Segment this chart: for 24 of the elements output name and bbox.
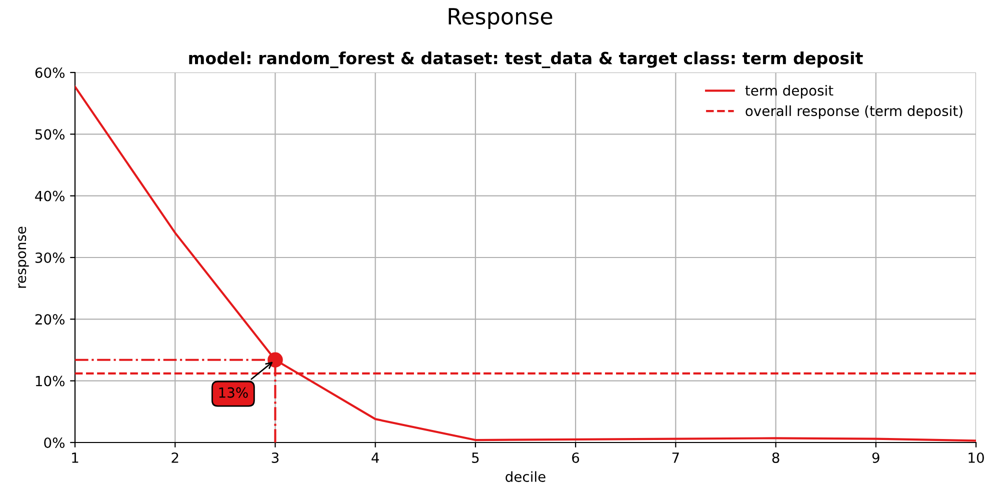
x-axis-title: decile — [506, 471, 546, 482]
legend-label: overall response (term deposit) — [746, 105, 962, 119]
y-tick-label: 30% — [35, 252, 65, 263]
y-tick-label: 20% — [35, 314, 65, 325]
y-axis-title: response — [18, 226, 29, 288]
x-tick-label: 6 — [572, 452, 580, 463]
x-tick-label: 10 — [968, 452, 984, 463]
x-tick-label: 8 — [772, 452, 780, 463]
x-tick-label: 9 — [872, 452, 880, 463]
y-tick-label: 40% — [35, 190, 65, 202]
y-tick-label: 50% — [35, 129, 65, 140]
x-tick-label: 4 — [372, 452, 379, 463]
y-tick-label: 10% — [36, 376, 65, 386]
x-tick-label: 7 — [672, 452, 679, 463]
x-tick-label: 3 — [272, 452, 279, 463]
chart-subtitle: model: random_forest & dataset: test_data & target class: term deposit — [189, 52, 863, 68]
chart-title: Response — [448, 8, 552, 30]
x-tick-label: 1 — [72, 452, 78, 463]
x-tick-label: 2 — [172, 452, 178, 463]
legend-label: term deposit — [745, 85, 834, 98]
y-tick-label: 0% — [44, 437, 65, 448]
annotation: 13% — [219, 387, 248, 398]
y-tick-label: 60% — [35, 67, 65, 78]
x-tick-label: 5 — [472, 452, 479, 463]
